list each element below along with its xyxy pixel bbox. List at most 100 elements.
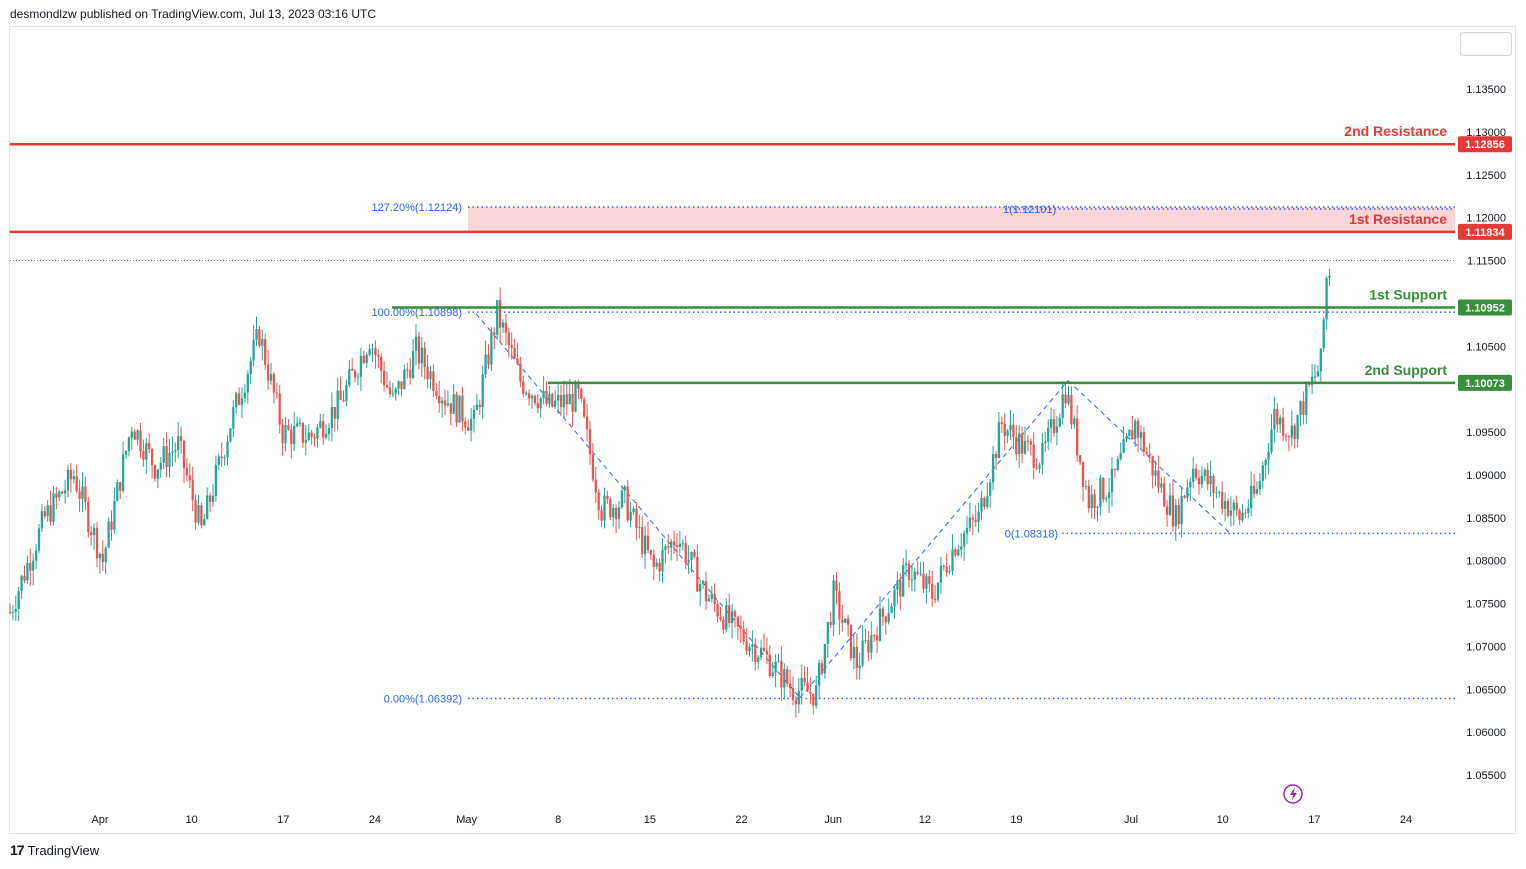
candle-body bbox=[919, 573, 922, 575]
candle-body bbox=[904, 563, 908, 566]
candle-body bbox=[371, 348, 374, 350]
candle-body bbox=[246, 374, 249, 393]
price-tag bbox=[1458, 136, 1512, 153]
candle-body bbox=[1287, 436, 1291, 438]
candle-body bbox=[1302, 401, 1305, 415]
level-label: 2nd Resistance bbox=[1344, 123, 1447, 139]
candle-body bbox=[1148, 453, 1151, 456]
candle-body bbox=[1290, 425, 1293, 438]
candle-body bbox=[933, 598, 937, 600]
candle-body bbox=[1003, 424, 1006, 436]
x-tick-label: Apr bbox=[91, 814, 108, 826]
candle-body bbox=[87, 501, 90, 533]
candle-body bbox=[684, 543, 687, 563]
candle-body bbox=[1229, 510, 1233, 516]
level-label: 2nd Support bbox=[1365, 362, 1448, 378]
candle-body bbox=[295, 423, 299, 427]
candle-body bbox=[556, 395, 560, 401]
candle-body bbox=[548, 393, 551, 404]
candle-body bbox=[330, 407, 334, 429]
candle-body bbox=[887, 612, 890, 623]
candle-body bbox=[200, 505, 203, 526]
candle-body bbox=[1180, 495, 1183, 525]
candle-body bbox=[72, 476, 75, 480]
candle-body bbox=[316, 427, 319, 439]
candle-body bbox=[1006, 430, 1009, 436]
candle-body bbox=[533, 395, 537, 404]
candle-body bbox=[49, 505, 52, 522]
candle-body bbox=[75, 476, 78, 492]
candle-body bbox=[939, 565, 943, 583]
candle-body bbox=[1125, 435, 1128, 440]
candle-body bbox=[852, 646, 856, 659]
candle-body bbox=[510, 345, 513, 348]
candle-body bbox=[786, 669, 789, 684]
candle-body bbox=[1139, 432, 1143, 438]
candle-body bbox=[855, 646, 858, 669]
candle-body bbox=[1226, 501, 1230, 516]
candle-body bbox=[632, 508, 635, 512]
y-tick-label: 1.13000 bbox=[1466, 127, 1506, 139]
candle-body bbox=[551, 393, 554, 406]
candle-body bbox=[1200, 475, 1204, 485]
candle-body bbox=[116, 482, 119, 501]
candle-body bbox=[113, 500, 116, 530]
candle-body bbox=[797, 690, 800, 705]
candle-body bbox=[507, 332, 510, 346]
candle-body bbox=[327, 428, 331, 435]
candle-body bbox=[1232, 502, 1235, 511]
candle-body bbox=[266, 364, 270, 381]
candle-body bbox=[626, 486, 629, 521]
candle-body bbox=[432, 371, 435, 392]
candle-body bbox=[1264, 459, 1267, 466]
candle-body bbox=[774, 661, 777, 673]
brand-name: TradingView bbox=[27, 842, 100, 858]
candle-body bbox=[571, 394, 574, 412]
candle-body bbox=[243, 392, 247, 399]
candle-body bbox=[261, 338, 264, 346]
resistance-zone bbox=[468, 206, 1455, 232]
candle-body bbox=[928, 576, 931, 584]
candle-body bbox=[464, 421, 467, 428]
candle-body bbox=[43, 511, 46, 517]
candle-body bbox=[469, 418, 473, 431]
candle-body bbox=[397, 381, 400, 389]
candle-body bbox=[733, 611, 737, 617]
price-tag-value: 1.11834 bbox=[1465, 227, 1505, 239]
candle-body bbox=[936, 582, 940, 600]
candle-body bbox=[26, 563, 29, 581]
candle-body bbox=[304, 440, 307, 443]
candle-body bbox=[890, 606, 893, 613]
candle-body bbox=[745, 641, 748, 652]
candle-body bbox=[1044, 441, 1047, 444]
candle-body bbox=[258, 329, 261, 346]
candle-body bbox=[672, 541, 676, 546]
lightning-icon[interactable] bbox=[1283, 784, 1303, 804]
candle-body bbox=[989, 482, 992, 496]
candle-body bbox=[997, 422, 1001, 459]
candle-body bbox=[1247, 508, 1250, 513]
candle-body bbox=[980, 498, 983, 512]
tradingview-logo-icon: 17 bbox=[10, 842, 25, 858]
candle-body bbox=[1035, 467, 1038, 469]
candle-body bbox=[1110, 468, 1114, 493]
candle-body bbox=[913, 571, 916, 580]
candle-body bbox=[217, 456, 220, 465]
candle-body bbox=[968, 517, 972, 528]
candle-body bbox=[1250, 485, 1253, 509]
level-label: 1st Support bbox=[1369, 286, 1447, 302]
candle-body bbox=[585, 416, 589, 430]
candle-body bbox=[104, 547, 107, 562]
candle-body bbox=[1319, 348, 1322, 372]
candle-body bbox=[565, 394, 568, 405]
candle-body bbox=[1244, 512, 1247, 514]
candle-body bbox=[809, 691, 812, 694]
candle-body bbox=[1090, 494, 1093, 509]
candle-body bbox=[420, 347, 423, 364]
candle-body bbox=[348, 369, 351, 386]
candle-body bbox=[220, 456, 223, 459]
chart-toolbar-button[interactable] bbox=[1460, 32, 1512, 56]
y-tick-label: 1.12500 bbox=[1466, 170, 1506, 182]
candle-body bbox=[696, 556, 699, 592]
